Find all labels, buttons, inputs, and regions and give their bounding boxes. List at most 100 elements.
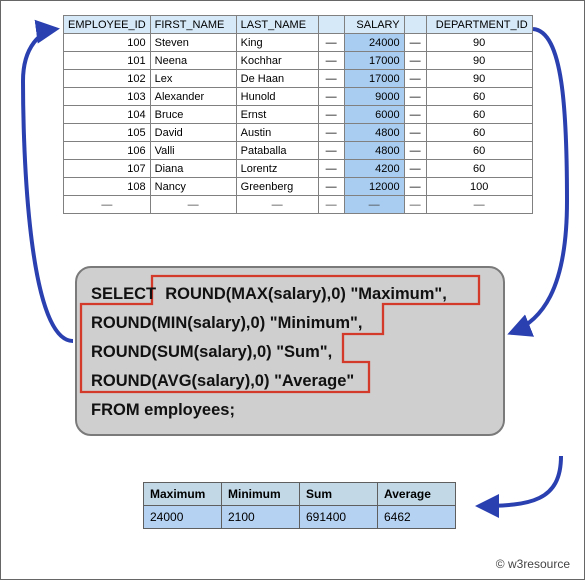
table-row: 104BruceErnst—6000—60 (64, 106, 533, 124)
table-cell: — (404, 124, 426, 142)
table-cell: Bruce (150, 106, 236, 124)
table-cell: Hunold (236, 88, 318, 106)
table-cell: — (236, 196, 318, 214)
result-table-header: Maximum Minimum Sum Average (144, 483, 456, 506)
diagram-canvas: EMPLOYEE_ID FIRST_NAME LAST_NAME SALARY … (0, 0, 585, 580)
table-cell: — (318, 106, 344, 124)
source-table: EMPLOYEE_ID FIRST_NAME LAST_NAME SALARY … (63, 15, 533, 214)
table-cell: De Haan (236, 70, 318, 88)
table-cell: Lex (150, 70, 236, 88)
table-cell: — (404, 178, 426, 196)
table-row: 105DavidAustin—4800—60 (64, 124, 533, 142)
table-cell: 90 (426, 70, 532, 88)
table-cell: Greenberg (236, 178, 318, 196)
sql-line-1: SELECT ROUND(MAX(salary),0) "Maximum", (91, 280, 489, 309)
result-maximum: 24000 (144, 506, 222, 529)
table-cell: Pataballa (236, 142, 318, 160)
table-row: 103AlexanderHunold—9000—60 (64, 88, 533, 106)
col-first-name: FIRST_NAME (150, 16, 236, 34)
table-cell: Austin (236, 124, 318, 142)
result-table: Maximum Minimum Sum Average 24000 2100 6… (143, 482, 456, 529)
table-row: 108NancyGreenberg—12000—100 (64, 178, 533, 196)
table-cell: 90 (426, 52, 532, 70)
table-cell: — (404, 106, 426, 124)
table-cell: 60 (426, 142, 532, 160)
table-cell: — (318, 34, 344, 52)
table-cell: Neena (150, 52, 236, 70)
table-cell: 108 (64, 178, 151, 196)
table-cell: Steven (150, 34, 236, 52)
sql-line-2: ROUND(MIN(salary),0) "Minimum", (91, 309, 489, 338)
table-cell: 4200 (344, 160, 404, 178)
result-average: 6462 (378, 506, 456, 529)
table-cell: 60 (426, 124, 532, 142)
table-cell: David (150, 124, 236, 142)
sql-panel: SELECT ROUND(MAX(salary),0) "Maximum", R… (75, 266, 505, 436)
table-cell: 60 (426, 106, 532, 124)
table-cell: — (318, 178, 344, 196)
table-cell: Nancy (150, 178, 236, 196)
table-cell: — (150, 196, 236, 214)
table-cell: Alexander (150, 88, 236, 106)
source-table-header: EMPLOYEE_ID FIRST_NAME LAST_NAME SALARY … (64, 16, 533, 34)
table-cell: — (318, 160, 344, 178)
table-cell: 12000 (344, 178, 404, 196)
table-cell: Diana (150, 160, 236, 178)
table-cell: 6000 (344, 106, 404, 124)
table-cell: — (404, 70, 426, 88)
table-row-empty: ——————— (64, 196, 533, 214)
col-spacer-1 (318, 16, 344, 34)
col-department-id: DEPARTMENT_ID (426, 16, 532, 34)
sql-line-4: ROUND(AVG(salary),0) "Average" (91, 367, 489, 396)
table-cell: Ernst (236, 106, 318, 124)
sql-line-5: FROM employees; (91, 396, 489, 425)
result-minimum: 2100 (222, 506, 300, 529)
table-cell: 104 (64, 106, 151, 124)
table-row: 102LexDe Haan—17000—90 (64, 70, 533, 88)
table-cell: 4800 (344, 142, 404, 160)
table-row: 101NeenaKochhar—17000—90 (64, 52, 533, 70)
table-cell: — (404, 34, 426, 52)
table-row: 107DianaLorentz—4200—60 (64, 160, 533, 178)
table-cell: 24000 (344, 34, 404, 52)
table-cell: 106 (64, 142, 151, 160)
sql-line-3: ROUND(SUM(salary),0) "Sum", (91, 338, 489, 367)
result-sum: 691400 (300, 506, 378, 529)
table-cell: 17000 (344, 52, 404, 70)
table-cell: Kochhar (236, 52, 318, 70)
rcol-minimum: Minimum (222, 483, 300, 506)
table-cell: King (236, 34, 318, 52)
table-cell: 17000 (344, 70, 404, 88)
table-cell: Lorentz (236, 160, 318, 178)
col-last-name: LAST_NAME (236, 16, 318, 34)
table-row: 106ValliPataballa—4800—60 (64, 142, 533, 160)
table-cell: 9000 (344, 88, 404, 106)
table-cell: — (318, 124, 344, 142)
rcol-sum: Sum (300, 483, 378, 506)
rcol-average: Average (378, 483, 456, 506)
table-cell: — (404, 52, 426, 70)
footer-credit: © w3resource (496, 557, 570, 571)
table-cell: — (404, 160, 426, 178)
col-employee-id: EMPLOYEE_ID (64, 16, 151, 34)
table-cell: — (404, 196, 426, 214)
table-cell: 4800 (344, 124, 404, 142)
table-cell: 60 (426, 160, 532, 178)
table-cell: — (344, 196, 404, 214)
table-cell: — (318, 70, 344, 88)
table-cell: — (426, 196, 532, 214)
table-cell: — (318, 88, 344, 106)
table-cell: 101 (64, 52, 151, 70)
table-cell: 60 (426, 88, 532, 106)
table-cell: 100 (64, 34, 151, 52)
table-cell: 103 (64, 88, 151, 106)
table-cell: Valli (150, 142, 236, 160)
table-cell: — (318, 52, 344, 70)
rcol-maximum: Maximum (144, 483, 222, 506)
table-cell: 100 (426, 178, 532, 196)
table-cell: — (318, 196, 344, 214)
table-row: 100StevenKing—24000—90 (64, 34, 533, 52)
table-cell: — (64, 196, 151, 214)
table-cell: 107 (64, 160, 151, 178)
table-cell: — (318, 142, 344, 160)
